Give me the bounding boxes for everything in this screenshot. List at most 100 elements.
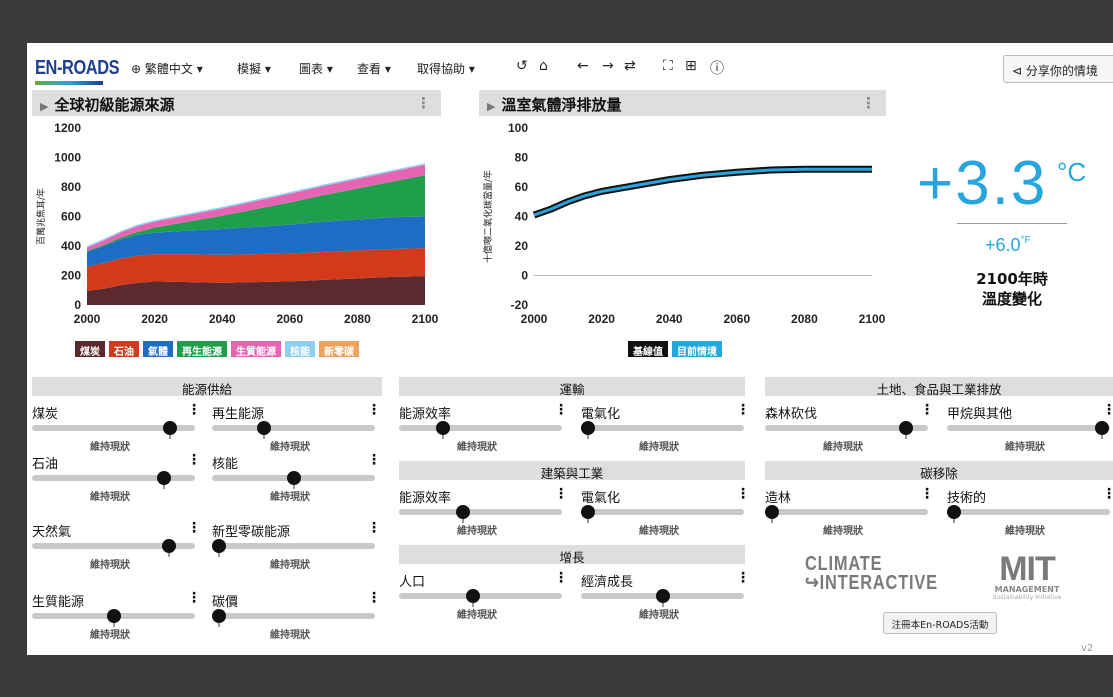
slider-knob[interactable] — [655, 589, 670, 603]
slider-track[interactable] — [399, 593, 562, 599]
slider-title[interactable]: 能源效率 — [399, 491, 452, 506]
help-menu[interactable]: 取得協助 ▾ — [417, 62, 475, 76]
legend-item[interactable]: 煤炭 — [75, 341, 105, 358]
graph-left-menu-icon[interactable]: ⋮ — [416, 94, 431, 112]
slider-menu-icon[interactable]: ⋮ — [187, 520, 201, 536]
slider-menu-icon[interactable]: ⋮ — [1102, 486, 1113, 502]
slider-title[interactable]: 經濟成長 — [581, 575, 634, 590]
slider-track[interactable] — [32, 475, 195, 481]
slider-knob[interactable] — [256, 421, 271, 435]
slider-track[interactable] — [765, 509, 928, 515]
en-roads-logo[interactable]: EN-ROADS — [35, 57, 120, 79]
grid-icon[interactable]: ⊞ — [685, 58, 697, 74]
slider-menu-icon[interactable]: ⋮ — [736, 486, 750, 502]
slider-knob[interactable] — [163, 421, 178, 435]
slider-track[interactable] — [212, 613, 375, 619]
slider-knob[interactable] — [581, 421, 595, 435]
slider-track[interactable] — [32, 425, 195, 431]
slider-title[interactable]: 技術的 — [947, 491, 987, 506]
view-menu[interactable]: 查看 ▾ — [357, 62, 391, 76]
back-arrow-icon[interactable]: ← — [577, 58, 589, 74]
slider-track[interactable] — [212, 425, 375, 431]
graph-right-header[interactable]: ▶ 溫室氣體淨排放量 ⋮ — [479, 90, 886, 116]
slider-title[interactable]: 造林 — [765, 491, 792, 506]
slider-menu-icon[interactable]: ⋮ — [187, 452, 201, 468]
slider-track[interactable] — [581, 509, 744, 515]
slider-title[interactable]: 碳價 — [212, 595, 239, 610]
slider-title[interactable]: 核能 — [212, 457, 239, 472]
slider-knob[interactable] — [161, 539, 176, 553]
legend-item[interactable]: 再生能源 — [177, 341, 227, 358]
slider-title[interactable]: 煤炭 — [32, 407, 59, 422]
undo-icon[interactable]: ↺ — [516, 58, 528, 74]
slider-track[interactable] — [32, 543, 195, 549]
language-menu[interactable]: ⊕ 繁體中文 ▾ — [131, 60, 203, 77]
share-button[interactable]: ⊲ 分享你的情境 — [1003, 55, 1113, 83]
legend-item[interactable]: 基線值 — [628, 341, 668, 358]
mit-logo[interactable]: MIT MANAGEMENT Sustainability Initiative — [982, 552, 1072, 601]
slider-knob[interactable] — [436, 421, 451, 435]
slider-title[interactable]: 人口 — [399, 575, 426, 590]
legend-item[interactable]: 石油 — [109, 341, 139, 358]
slider-title[interactable]: 甲烷與其他 — [947, 407, 1013, 422]
slider-knob[interactable] — [466, 589, 481, 603]
slider-menu-icon[interactable]: ⋮ — [367, 590, 381, 606]
expand-triangle-icon[interactable]: ▶ — [487, 100, 496, 113]
slider-menu-icon[interactable]: ⋮ — [736, 402, 750, 418]
slider-title[interactable]: 再生能源 — [212, 407, 265, 422]
forward-arrow-icon[interactable]: → — [602, 58, 614, 74]
climate-interactive-logo[interactable]: CLIMATE ↪INTERACTIVE — [805, 554, 938, 593]
slider-menu-icon[interactable]: ⋮ — [554, 570, 568, 586]
slider-knob[interactable] — [1094, 421, 1109, 435]
slider-menu-icon[interactable]: ⋮ — [1102, 402, 1113, 418]
slider-title[interactable]: 生質能源 — [32, 595, 85, 610]
slider-track[interactable] — [581, 425, 744, 431]
legend-item[interactable]: 新零碳 — [319, 341, 359, 358]
register-button[interactable]: 注冊本En-ROADS活動 — [883, 612, 997, 634]
slider-title[interactable]: 電氣化 — [581, 407, 621, 422]
slider-knob[interactable] — [106, 609, 121, 623]
slider-menu-icon[interactable]: ⋮ — [554, 402, 568, 418]
expand-triangle-icon[interactable]: ▶ — [40, 100, 49, 113]
slider-title[interactable]: 森林砍伐 — [765, 407, 818, 422]
simulate-menu[interactable]: 模擬 ▾ — [237, 62, 271, 76]
slider-track[interactable] — [399, 425, 562, 431]
slider-knob[interactable] — [455, 505, 470, 519]
slider-menu-icon[interactable]: ⋮ — [554, 486, 568, 502]
fullscreen-icon[interactable]: ⛶ — [663, 58, 673, 74]
slider-track[interactable] — [212, 543, 375, 549]
slider-menu-icon[interactable]: ⋮ — [920, 486, 934, 502]
home-icon[interactable]: ⌂ — [539, 58, 548, 74]
slider-knob[interactable] — [581, 505, 595, 519]
swap-icon[interactable]: ⇄ — [624, 58, 636, 74]
legend-item[interactable]: 目前情境 — [672, 341, 722, 358]
slider-menu-icon[interactable]: ⋮ — [736, 570, 750, 586]
legend-item[interactable]: 生質能源 — [231, 341, 281, 358]
slider-menu-icon[interactable]: ⋮ — [367, 452, 381, 468]
slider-track[interactable] — [947, 509, 1110, 515]
slider-title[interactable]: 新型零碳能源 — [212, 525, 291, 540]
slider-track[interactable] — [399, 509, 562, 515]
slider-knob[interactable] — [157, 471, 172, 485]
slider-title[interactable]: 電氣化 — [581, 491, 621, 506]
legend-item[interactable]: 氣體 — [143, 341, 173, 358]
slider-knob[interactable] — [212, 609, 226, 623]
graph-right-menu-icon[interactable]: ⋮ — [861, 94, 876, 112]
slider-menu-icon[interactable]: ⋮ — [367, 520, 381, 536]
info-icon[interactable]: ⓘ — [710, 61, 724, 77]
slider-track[interactable] — [765, 425, 928, 431]
slider-knob[interactable] — [286, 471, 301, 485]
slider-knob[interactable] — [212, 539, 226, 553]
slider-menu-icon[interactable]: ⋮ — [367, 402, 381, 418]
slider-menu-icon[interactable]: ⋮ — [920, 402, 934, 418]
graph-left-header[interactable]: ▶ 全球初級能源來源 ⋮ — [32, 90, 441, 116]
slider-track[interactable] — [947, 425, 1110, 431]
slider-knob[interactable] — [765, 505, 779, 519]
graphs-menu[interactable]: 圖表 ▾ — [299, 62, 333, 76]
slider-title[interactable]: 石油 — [32, 457, 59, 472]
slider-menu-icon[interactable]: ⋮ — [187, 590, 201, 606]
slider-knob[interactable] — [899, 421, 914, 435]
slider-title[interactable]: 能源效率 — [399, 407, 452, 422]
slider-menu-icon[interactable]: ⋮ — [187, 402, 201, 418]
legend-item[interactable]: 核能 — [285, 341, 315, 358]
